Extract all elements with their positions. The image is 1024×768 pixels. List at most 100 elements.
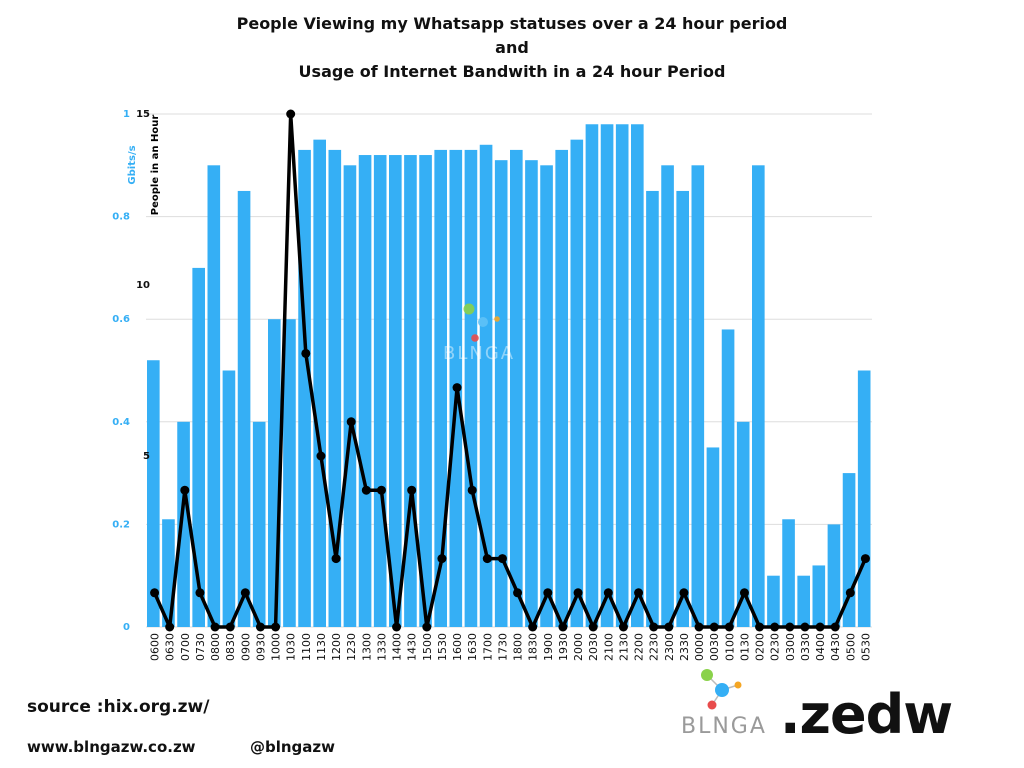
- x-tick-label-1200: 1200: [330, 633, 343, 661]
- bar-0400: [812, 565, 826, 627]
- right-axis-ticks: 5 10 15: [136, 109, 150, 462]
- watermark-dot-red: [471, 334, 479, 342]
- point-0130: [739, 588, 749, 598]
- x-tick-label-2200: 2200: [633, 633, 646, 661]
- x-tick-label-0630: 0630: [164, 633, 177, 661]
- x-tick-label-0800: 0800: [209, 633, 222, 661]
- x-tick-label-1500: 1500: [421, 633, 434, 661]
- x-tick-label-1630: 1630: [466, 633, 479, 661]
- x-tick-label-0700: 0700: [179, 633, 192, 661]
- chart-title-line-3: Usage of Internet Bandwith in a 24 hour …: [298, 62, 726, 81]
- x-tick-label-0000: 0000: [693, 633, 706, 661]
- x-tick-label-1130: 1130: [315, 633, 328, 661]
- point-1700: [482, 554, 492, 564]
- chart-canvas: 0 0.2 0.4 0.6 0.8 1 5 10 15 0600 0630 0700 0730 080…: [112, 109, 872, 661]
- bar-2230: [646, 190, 659, 627]
- right-tick-label-0: 5: [143, 451, 150, 462]
- bar-0730: [192, 267, 205, 627]
- watermark-dot-orange: [494, 316, 500, 322]
- x-tick-label-1230: 1230: [345, 633, 358, 661]
- point-1930: [558, 622, 568, 632]
- bar-1630: [464, 149, 478, 627]
- point-1130: [316, 451, 326, 461]
- bar-1100: [298, 149, 311, 627]
- point-1300: [361, 485, 371, 495]
- point-0800: [210, 622, 220, 632]
- handle-text: @blngazw: [250, 738, 336, 756]
- x-tick-label-1700: 1700: [481, 633, 494, 661]
- bar-0100: [721, 329, 735, 627]
- point-2000: [573, 588, 583, 598]
- x-tick-label-0300: 0300: [784, 633, 797, 661]
- right-tick-label-2: 15: [136, 109, 150, 120]
- bar-1400: [389, 155, 402, 628]
- x-tick-label-1930: 1930: [557, 633, 570, 661]
- x-tick-label-0130: 0130: [738, 633, 751, 661]
- bar-2130: [615, 124, 629, 627]
- x-tick-label-1530: 1530: [436, 633, 449, 661]
- x-tick-label-2030: 2030: [587, 633, 600, 661]
- left-tick-label-3: 0.6: [112, 314, 130, 325]
- point-1430: [407, 485, 417, 495]
- x-tick-label-1100: 1100: [300, 633, 313, 661]
- bar-0300: [782, 519, 795, 627]
- left-tick-label-2: 0.4: [112, 417, 130, 428]
- x-tick-label-0400: 0400: [814, 633, 827, 661]
- point-2200: [634, 588, 644, 598]
- point-1200: [331, 554, 341, 564]
- point-1630: [467, 485, 477, 495]
- bar-1530: [434, 149, 447, 627]
- point-0400: [815, 622, 825, 632]
- bar-0930: [252, 421, 266, 627]
- right-tick-label-1: 10: [136, 280, 150, 291]
- x-tick-label-0930: 0930: [254, 633, 267, 661]
- x-tick-label-1430: 1430: [406, 633, 419, 661]
- bar-1500: [419, 155, 432, 628]
- x-tick-label-0900: 0900: [239, 633, 252, 661]
- bar-1230: [343, 165, 357, 628]
- x-tick-label-2230: 2230: [648, 633, 661, 661]
- bar-0030: [706, 447, 720, 627]
- bar-series: [147, 124, 871, 628]
- bar-1730: [494, 160, 508, 628]
- bar-1200: [328, 149, 342, 627]
- left-tick-label-4: 0.8: [112, 212, 130, 223]
- point-1100: [301, 348, 311, 358]
- x-tick-label-1800: 1800: [512, 633, 525, 661]
- x-tick-label-1900: 1900: [542, 633, 555, 661]
- bar-0230: [767, 575, 780, 627]
- x-tick-label-0730: 0730: [194, 633, 207, 661]
- bar-2300: [661, 165, 674, 628]
- left-tick-label-1: 0.2: [112, 519, 130, 530]
- left-tick-label-5: 1: [123, 109, 130, 120]
- source-text: source :hix.org.zw/: [27, 697, 210, 717]
- x-tick-label-1600: 1600: [451, 633, 464, 661]
- y-axis-left-label: Gbits/s: [127, 145, 138, 184]
- point-1900: [543, 588, 553, 598]
- x-tick-label-1300: 1300: [360, 633, 373, 661]
- bar-0800: [207, 165, 221, 628]
- point-0300: [785, 622, 795, 632]
- bar-0200: [752, 165, 765, 628]
- watermark-text: BLNGA: [443, 343, 516, 364]
- zedw-brand-text: .zedw: [780, 683, 953, 746]
- x-tick-label-1000: 1000: [270, 633, 283, 661]
- line-series: [150, 109, 870, 632]
- point-0230: [770, 622, 780, 632]
- point-0430: [830, 622, 840, 632]
- watermark-dot-green: [463, 303, 475, 315]
- x-tick-label-0200: 0200: [754, 633, 767, 661]
- y-axis-right-label: People in an Hour: [150, 115, 161, 216]
- x-tick-label-1330: 1330: [375, 633, 388, 661]
- chart-title-line-2: and: [495, 38, 529, 57]
- point-0000: [694, 622, 704, 632]
- bar-0830: [222, 370, 236, 627]
- point-0630: [165, 622, 175, 632]
- bar-0600: [147, 360, 160, 627]
- bar-1700: [479, 144, 493, 627]
- point-1500: [422, 622, 432, 632]
- center-watermark: [463, 303, 500, 342]
- x-tick-label-2330: 2330: [678, 633, 691, 661]
- point-1730: [497, 554, 507, 564]
- point-0100: [724, 622, 734, 632]
